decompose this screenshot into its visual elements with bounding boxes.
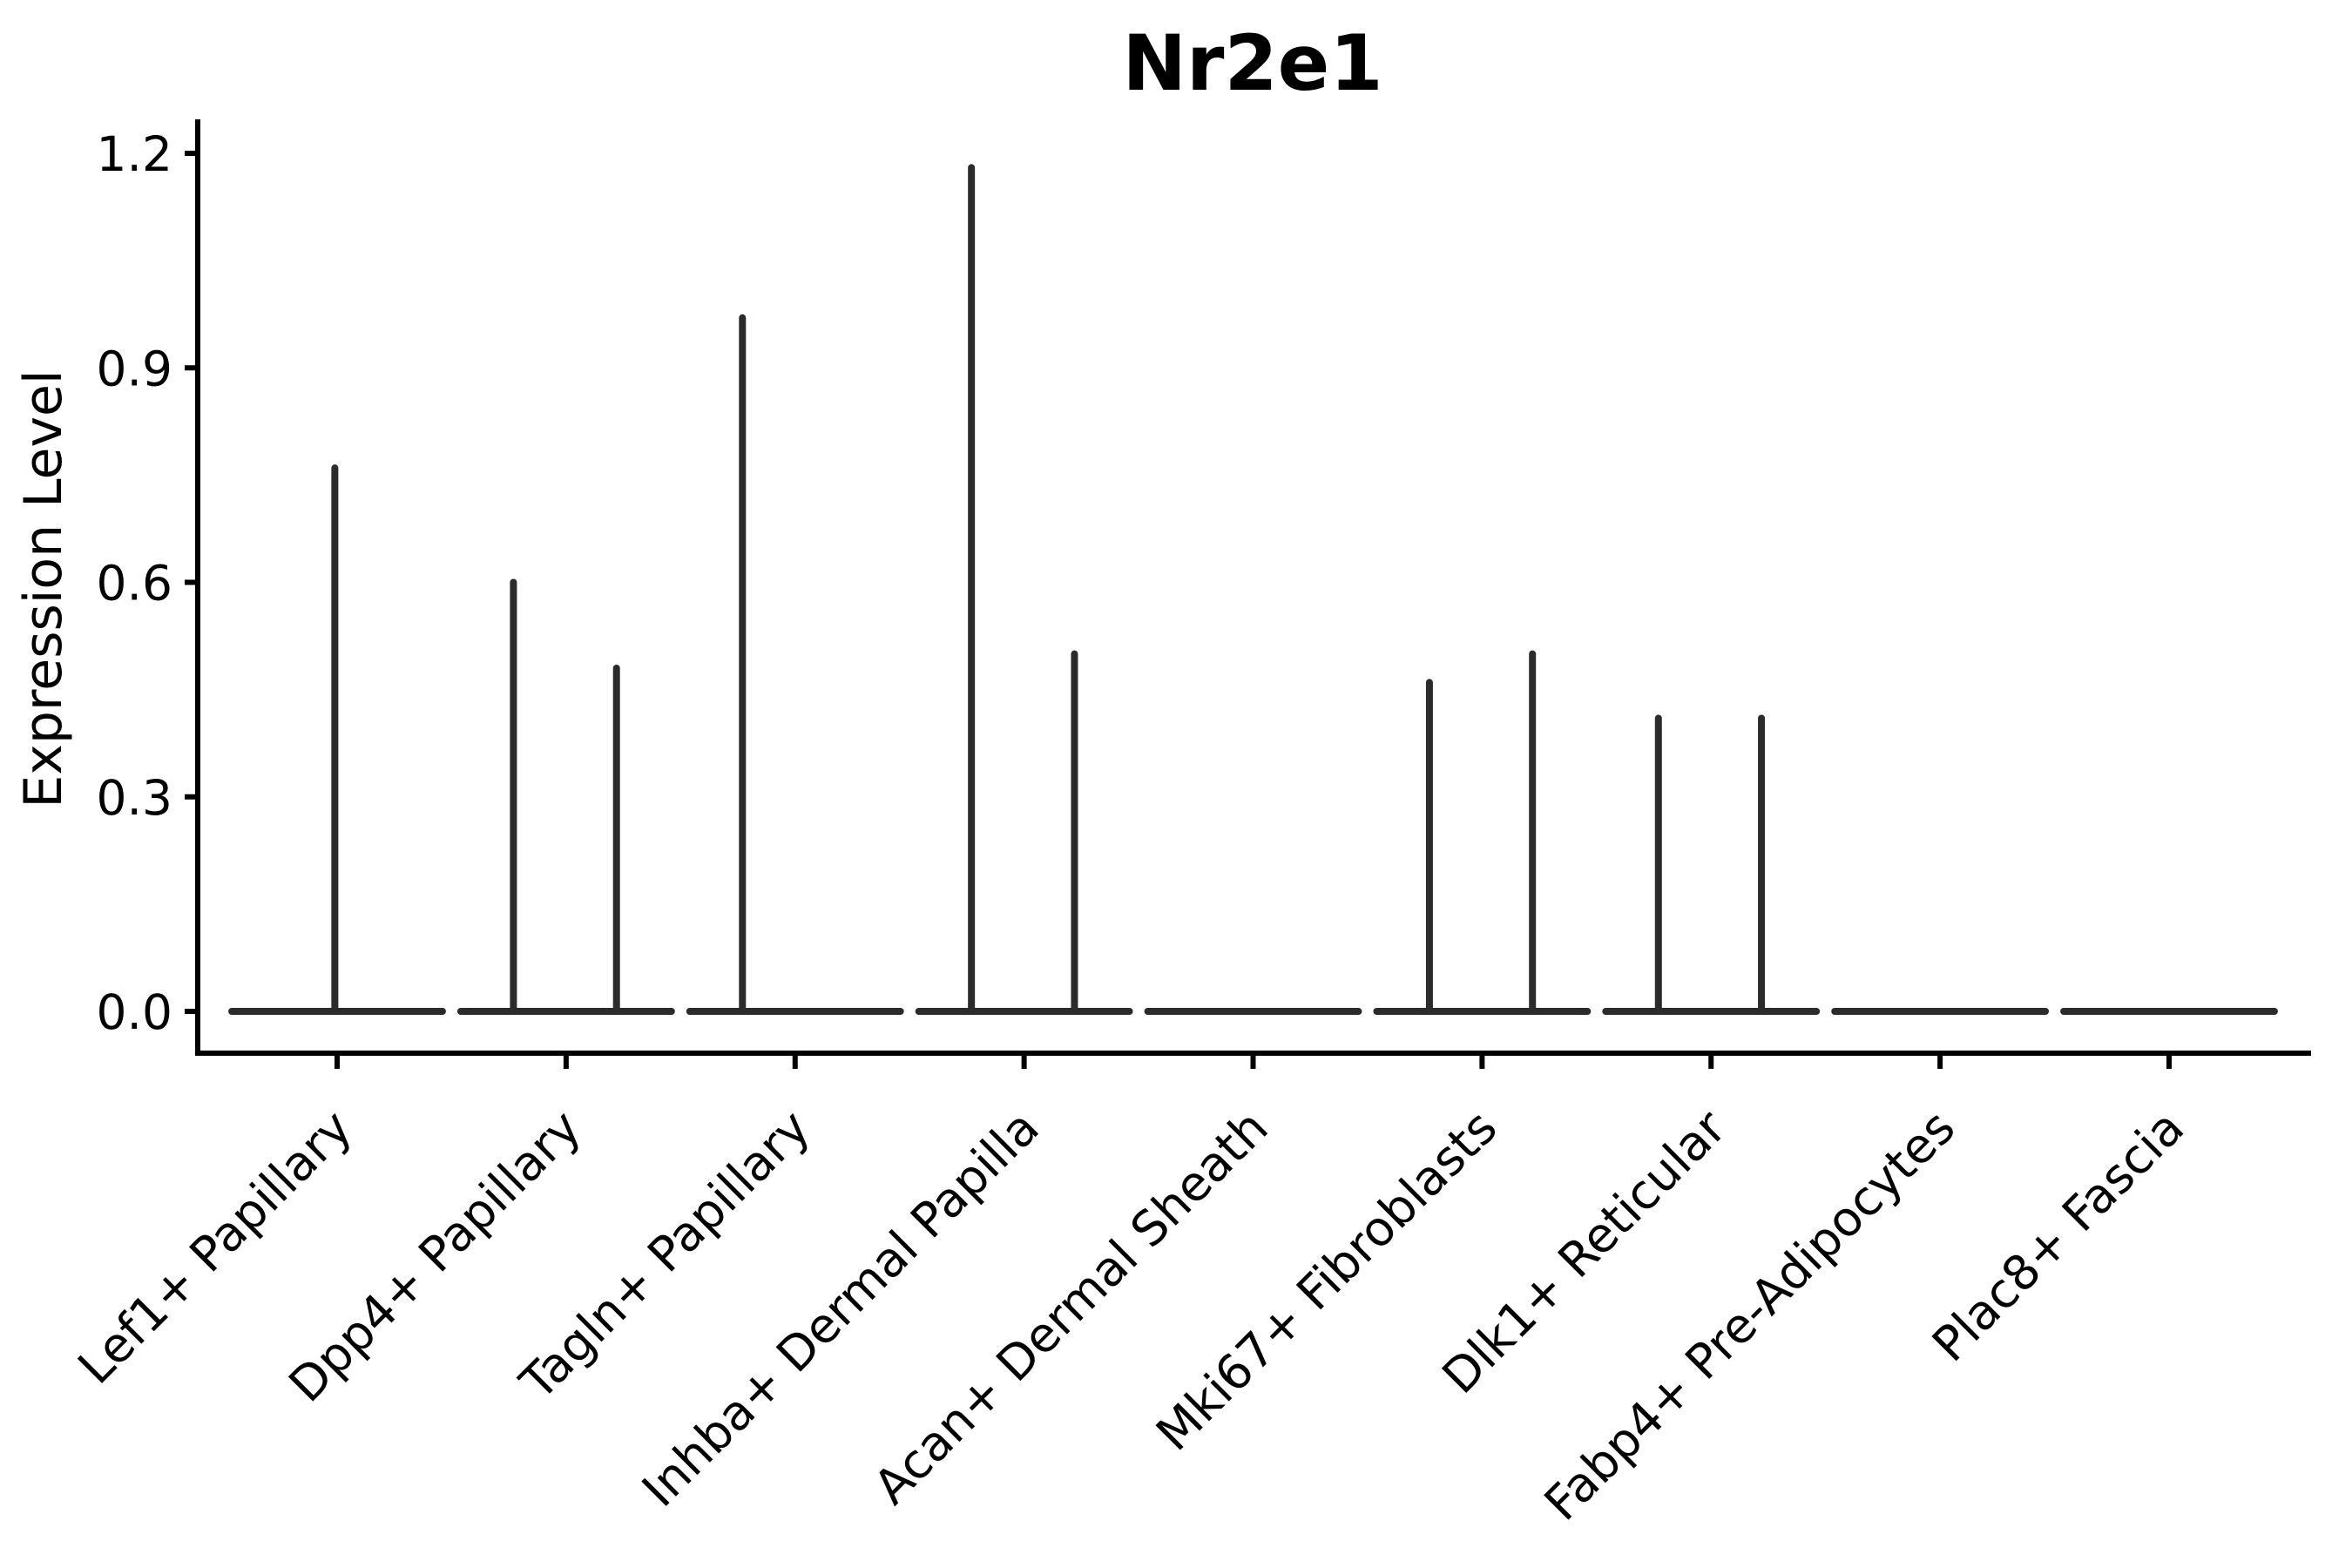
violin (456, 578, 675, 1015)
y-tick-label: 1.2 (97, 126, 172, 182)
violin (915, 164, 1133, 1015)
x-tick-label: Fabp4+ Pre-Adipocytes (1534, 1099, 1966, 1531)
x-tick-label: Acan+ Dermal Sheath (863, 1099, 1279, 1515)
violin (228, 464, 446, 1015)
violins (228, 164, 2278, 1015)
x-tick-label: Inhba+ Dermal Papilla (632, 1099, 1050, 1517)
y-axis-label: Expression Level (13, 369, 74, 808)
violin (1602, 714, 1821, 1015)
y-tick-label: 0.9 (97, 341, 172, 396)
chart-title: Nr2e1 (1122, 18, 1382, 108)
y-tick-label: 0.0 (97, 984, 172, 1040)
axis-spines (195, 119, 2311, 1056)
axes (195, 119, 2311, 1056)
y-tick-label: 0.6 (97, 556, 172, 612)
y-tick-label: 0.3 (97, 770, 172, 826)
violin (1373, 650, 1592, 1015)
violin (686, 314, 904, 1015)
y-ticks: 0.0 0.3 0.6 0.9 1.2 (97, 126, 198, 1040)
